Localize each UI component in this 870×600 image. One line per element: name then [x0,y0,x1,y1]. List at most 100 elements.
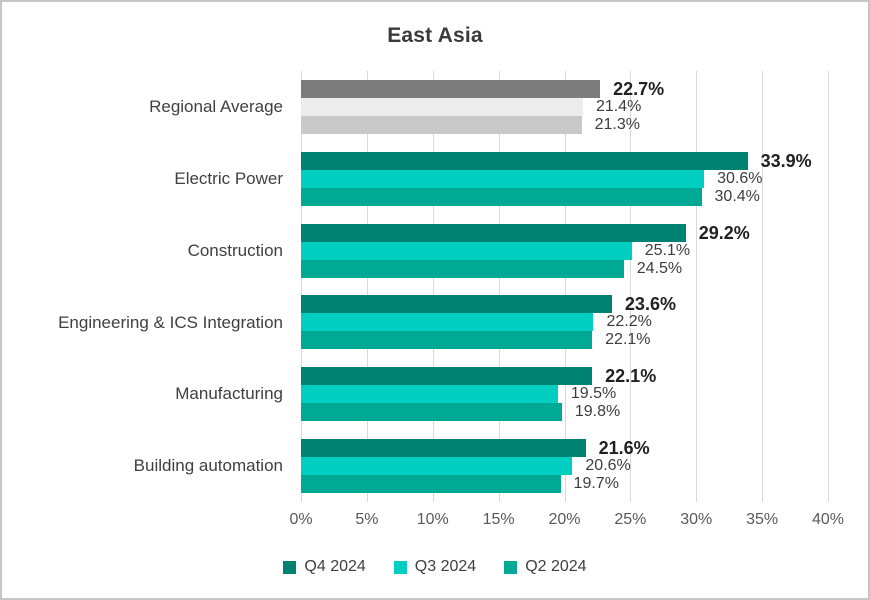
gridline [498,71,500,502]
gridline [432,71,434,502]
value-label: 19.8% [574,403,621,421]
x-tick-label: 10% [416,511,449,528]
category-label: Manufacturing [175,384,283,404]
category-labels: Regional Average Electric Power Constructi… [2,71,287,502]
value-label: 24.5% [636,259,683,277]
category-label: Building automation [133,456,283,476]
bar [301,367,593,386]
bar-row: 19.5% [301,385,828,404]
bar-group: 29.2% 25.1% 24.5% [301,215,828,287]
bar [301,241,632,260]
bar-group: 23.6% 22.2% 22.1% [301,286,828,358]
bar-row: 30.6% [301,169,828,188]
x-tick-label: 25% [614,511,647,528]
value-label: 20.6% [585,457,631,475]
x-tick-label: 30% [680,511,713,528]
bar [301,151,748,170]
bar-row: 33.9% [301,150,828,171]
bar [301,259,624,278]
bar-row: 22.1% [301,331,828,350]
category-label: Electric Power [174,168,283,188]
bar-row: 25.1% [301,241,828,260]
bar-row: 30.4% [301,187,828,206]
bar [301,385,558,404]
value-label: 30.6% [717,169,763,187]
bar [301,403,562,422]
bar [301,223,686,242]
value-label: 30.4% [714,187,760,205]
legend-label: Q2 2024 [525,558,587,575]
legend-label: Q3 2024 [414,558,477,575]
gridlines [301,71,829,502]
value-label: 22.7% [613,78,665,99]
plot-area: 22.7% 21.4% 21.3% 33.9% 30.6% 30.4% 29.2% 25.1%… [301,71,829,502]
category-label: Engineering & ICS Integration [58,312,283,332]
bar [301,313,594,332]
legend-item: Q4 2024 [283,558,366,576]
bar-group: 33.9% 30.6% 30.4% [301,143,828,215]
x-tick-label: 0% [289,511,313,528]
x-tick-label: 20% [548,511,581,528]
gridline [564,71,566,502]
bar-row: 29.2% [301,222,828,243]
bar [301,475,561,494]
bar-group: 22.7% 21.4% 21.3% [301,71,828,143]
legend-item: Q2 2024 [504,558,587,576]
bar [301,97,583,116]
x-tick-label: 40% [811,511,845,528]
x-tick-label: 35% [746,511,779,528]
value-label: 33.9% [760,150,812,171]
bar-row: 22.2% [301,313,828,332]
value-label: 29.2% [698,222,750,243]
value-label: 19.7% [573,475,619,493]
bar-row: 20.6% [301,457,828,476]
bar-row: 21.6% [301,438,828,459]
bar [301,79,601,98]
bar [301,115,582,134]
value-label: 21.3% [594,115,640,133]
x-axis: 0% 5% 10% 15% 20% 25% 30% 35% 40% [289,511,844,533]
bar-row: 19.8% [301,403,828,422]
bar-group: 22.1% 19.5% 19.8% [301,358,828,430]
x-tick-label: 5% [355,511,379,528]
bar-row: 22.1% [301,366,828,387]
bar [301,439,586,458]
gridline [630,71,632,502]
category-label: Construction [187,240,283,260]
chart-title: East Asia [387,24,483,47]
value-label: 22.1% [605,331,651,349]
gridline [762,71,764,502]
value-label: 22.1% [605,366,657,387]
legend-swatch-icon [283,560,297,574]
gridline [301,71,302,502]
bar-row: 21.4% [301,97,828,116]
bar-row: 19.7% [301,475,828,494]
bar-groups: 22.7% 21.4% 21.3% 33.9% 30.6% 30.4% 29.2% 25.1%… [301,71,828,502]
gridline [696,71,698,502]
category-label: Regional Average [149,97,283,117]
legend-label: Q4 2024 [304,558,366,575]
bar [301,169,705,188]
gridline [828,71,829,502]
legend-item: Q3 2024 [393,558,477,576]
value-label: 21.6% [598,438,650,459]
legend: Q4 2024 Q3 2024 Q2 2024 [2,558,868,576]
bar [301,295,612,314]
bar [301,457,573,476]
value-label: 19.5% [570,385,617,403]
legend-swatch-icon [504,560,518,574]
value-label: 23.6% [624,294,676,315]
bar-row: 22.7% [301,78,828,99]
bar-group: 21.6% 20.6% 19.7% [301,430,828,502]
bar-row: 21.3% [301,115,828,134]
legend-swatch-icon [393,560,407,574]
bar [301,331,593,350]
bar-row: 24.5% [301,259,828,278]
x-tick-label: 15% [482,511,515,528]
bar-row: 23.6% [301,294,828,315]
value-label: 21.4% [595,97,642,115]
gridline [366,71,368,502]
value-label: 25.1% [644,241,691,259]
value-label: 22.2% [606,313,652,331]
